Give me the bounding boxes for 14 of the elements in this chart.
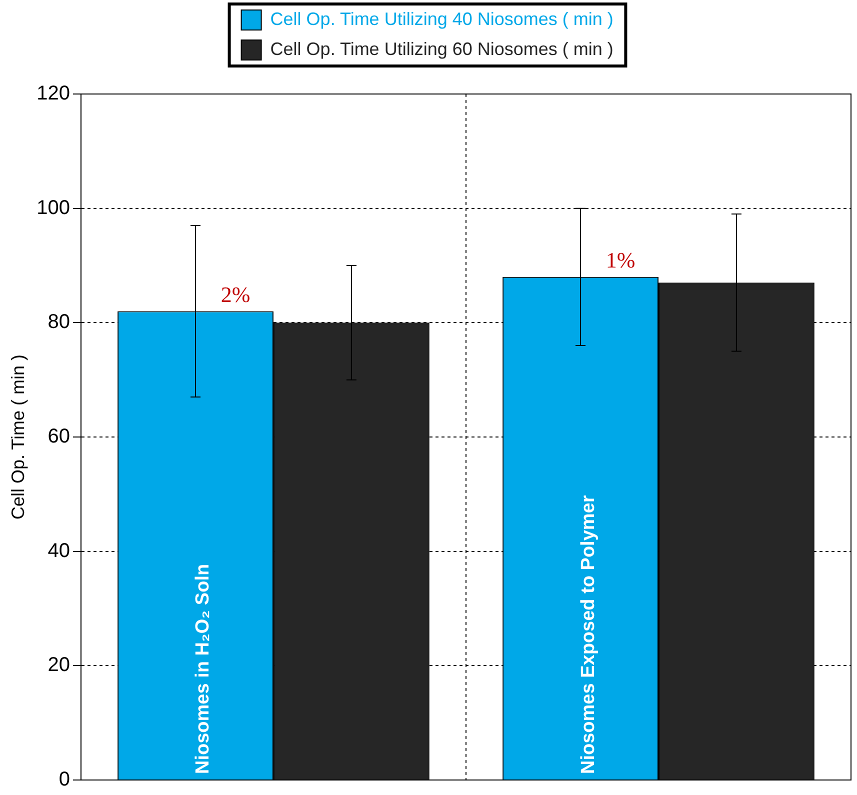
y-tick-label: 40 <box>48 540 70 562</box>
y-tick-label: 120 <box>36 82 70 105</box>
y-tick-label: 20 <box>48 654 70 676</box>
y-tick-label: 0 <box>58 768 70 791</box>
y-tick-label: 100 <box>36 196 70 219</box>
legend-label: Cell Op. Time Utilizing 40 Niosomes ( min ) <box>270 8 614 29</box>
annotation: 1% <box>606 248 636 273</box>
y-tick-label: 80 <box>48 311 70 334</box>
legend-label: Cell Op. Time Utilizing 60 Niosomes ( min ) <box>270 38 614 59</box>
annotation: 2% <box>220 282 250 308</box>
y-tick-label: 60 <box>48 426 70 448</box>
y-axis-title: Cell Op. Time ( min ) <box>8 354 28 520</box>
x-tick-label: Niosomes Exposed to Polymer <box>578 494 599 774</box>
x-tick-label: Niosomes in H₂O₂ Soln <box>192 564 214 774</box>
